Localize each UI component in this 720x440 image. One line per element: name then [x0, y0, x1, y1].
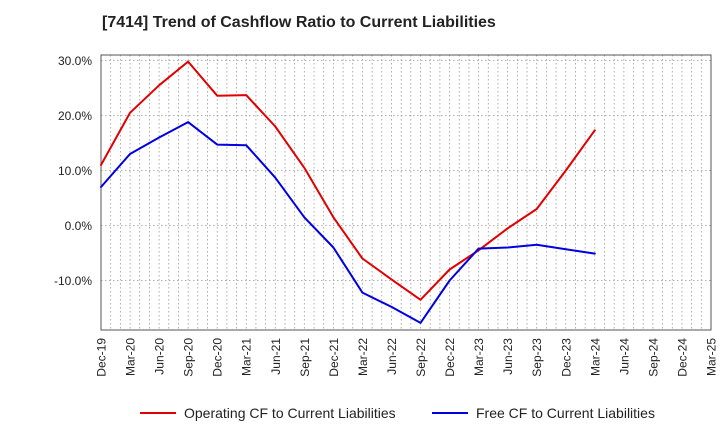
x-tick-label: Sep-23	[530, 338, 544, 377]
y-tick-label: 20.0%	[58, 109, 92, 123]
x-tick-label: Dec-23	[559, 338, 573, 377]
x-tick-label: Jun-22	[385, 338, 399, 375]
axes: 30.0% 20.0% 10.0% 0.0% -10.0% Dec-19 Mar-20 Jun…	[54, 54, 719, 377]
legend: Operating CF to Current Liabilities Free…	[0, 405, 720, 425]
legend-swatch-operating-cf	[140, 412, 176, 414]
legend-label-free-cf: Free CF to Current Liabilities	[476, 405, 655, 421]
legend-item-operating-cf: Operating CF to Current Liabilities	[140, 405, 396, 421]
x-tick-label: Dec-20	[211, 338, 225, 377]
x-tick-label: Sep-21	[298, 338, 312, 377]
x-tick-label: Mar-24	[588, 338, 602, 376]
x-tick-label: Mar-25	[705, 338, 719, 376]
x-tick-label: Dec-19	[95, 338, 109, 377]
series	[100, 60, 596, 324]
y-tick-label: -10.0%	[54, 274, 92, 288]
x-tick-label: Mar-23	[472, 338, 486, 376]
legend-item-free-cf: Free CF to Current Liabilities	[432, 405, 655, 421]
x-tick-label: Jun-23	[501, 338, 515, 375]
plot-area	[100, 54, 712, 331]
x-tick-label: Sep-24	[646, 338, 660, 377]
x-tick-label: Dec-24	[675, 338, 689, 377]
legend-swatch-free-cf	[432, 412, 468, 414]
chart-title: [7414] Trend of Cashflow Ratio to Curren…	[102, 14, 496, 31]
y-tick-label: 0.0%	[65, 219, 93, 233]
series-line-operating-cf	[100, 60, 596, 301]
y-tick-label: 10.0%	[58, 164, 92, 178]
legend-label-operating-cf: Operating CF to Current Liabilities	[184, 405, 396, 421]
x-tick-label: Dec-22	[443, 338, 457, 377]
x-tick-label: Mar-22	[356, 338, 370, 376]
x-tick-label: Jun-24	[617, 338, 631, 375]
x-tick-label: Mar-21	[240, 338, 254, 376]
x-tick-label: Jun-20	[153, 338, 167, 375]
x-tick-label: Jun-21	[269, 338, 283, 375]
x-tick-label: Sep-20	[182, 338, 196, 377]
series-line-free-cf	[100, 121, 596, 324]
x-tick-label: Mar-20	[124, 338, 138, 376]
x-tick-label: Dec-21	[327, 338, 341, 377]
y-tick-label: 30.0%	[58, 54, 92, 68]
x-tick-label: Sep-22	[414, 338, 428, 377]
